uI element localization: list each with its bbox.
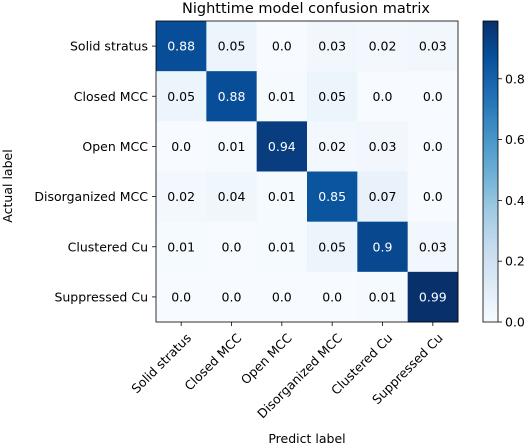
x-axis-label: Predict label [268, 431, 345, 446]
cell-value-label: 0.0 [171, 139, 191, 154]
plot-frame [155, 20, 459, 323]
cell-value-label: 0.01 [268, 189, 296, 204]
cell-value-label: 0.01 [218, 139, 246, 154]
cell-value-label: 0.07 [369, 189, 397, 204]
cell-value-label: 0.04 [218, 189, 246, 204]
heatmap-cell [307, 21, 358, 72]
cell-value-label: 0.05 [318, 89, 346, 104]
cell-value-label: 0.0 [423, 139, 443, 154]
heatmap-cell [407, 171, 459, 223]
cell-value-label: 0.02 [167, 189, 195, 204]
heatmap-cell [307, 271, 358, 323]
cell-value-label: 0.03 [419, 239, 447, 254]
cell-value-label: 0.03 [318, 39, 346, 54]
chart-title: Nighttime model confusion matrix [182, 1, 430, 17]
cell-value-label: 0.01 [369, 289, 397, 304]
heatmap-cell [307, 221, 358, 273]
cell-value-label: 0.94 [268, 139, 296, 154]
cell-value-label: 0.0 [373, 89, 393, 104]
heatmap-cell [357, 271, 409, 323]
cell-value-label: 0.0 [272, 289, 292, 304]
heatmap-cell [357, 21, 409, 72]
heatmap-cell [407, 221, 459, 273]
cell-value-label: 0.0 [423, 89, 443, 104]
cell-value-label: 0.0 [423, 189, 443, 204]
heatmap-cell [156, 121, 207, 172]
heatmap-cell [256, 171, 308, 223]
cell-value-label: 0.05 [218, 39, 246, 54]
heatmap-cell [357, 121, 409, 172]
heatmap-cell [206, 271, 258, 323]
cell-value-label: 0.88 [167, 39, 195, 54]
cell-value-label: 0.03 [369, 139, 397, 154]
heatmap-cell [156, 221, 207, 273]
y-tick-label: Closed MCC [74, 89, 148, 104]
cell-value-label: 0.0 [322, 289, 342, 304]
cell-value-label: 0.0 [171, 289, 191, 304]
cell-value-label: 0.05 [167, 89, 195, 104]
colorbar-tick-label: 0.0 [505, 315, 525, 330]
heatmap-cell [156, 71, 207, 122]
y-tick-label: Clustered Cu [68, 239, 148, 254]
heatmap-cell [307, 171, 358, 223]
cell-value-label: 0.02 [318, 139, 346, 154]
cell-value-label: 0.0 [272, 39, 292, 54]
heatmap-cell [407, 71, 459, 122]
colorbar-ticks: 0.0 0.2 0.4 0.6 0.8 [498, 71, 525, 330]
heatmap-cell [256, 71, 308, 122]
heatmap-cell [256, 221, 308, 273]
cell-value-label: 0.0 [222, 239, 242, 254]
heatmap-cells: 0.88 0.05 0.0 0.03 0.02 0.03 0.05 0.88 0.01 0.05 0… [156, 21, 459, 323]
cell-value-label: 0.02 [369, 39, 397, 54]
cell-value-label: 0.9 [373, 239, 393, 254]
colorbar-tick-label: 0.4 [505, 193, 525, 208]
heatmap-cell [206, 71, 258, 122]
y-axis-label: Actual label [0, 149, 15, 222]
y-tick-label: Suppressed Cu [54, 289, 148, 304]
heatmap-cell [357, 71, 409, 122]
cell-value-label: 0.01 [268, 239, 296, 254]
cell-value-label: 0.88 [218, 89, 246, 104]
x-tick-label: Disorganized MCC [254, 330, 345, 421]
y-tick-label: Disorganized MCC [34, 189, 148, 204]
heatmap-cell [206, 171, 258, 223]
cell-value-label: 0.01 [268, 89, 296, 104]
heatmap-cell [307, 71, 358, 122]
cell-value-label: 0.05 [318, 239, 346, 254]
cell-value-label: 0.03 [419, 39, 447, 54]
heatmap-cell [407, 21, 459, 72]
heatmap-cell [206, 221, 258, 273]
cell-value-label: 0.99 [419, 289, 447, 304]
colorbar-tick-label: 0.8 [505, 71, 525, 86]
heatmap-cell [156, 271, 207, 323]
heatmap-cell [407, 271, 459, 323]
colorbar-tick-label: 0.6 [505, 132, 525, 147]
cell-value-label: 0.85 [318, 189, 346, 204]
y-tick-label: Open MCC [82, 139, 148, 154]
heatmap-cell [206, 121, 258, 172]
y-axis-ticks: Solid stratus Closed MCC Open MCC Disorgani… [34, 39, 156, 304]
heatmap-cell [407, 121, 459, 172]
colorbar-tick-label: 0.2 [505, 254, 525, 269]
heatmap-cell [256, 271, 308, 323]
heatmap-cell [256, 21, 308, 72]
heatmap-cell [156, 21, 207, 72]
heatmap-cell [256, 121, 308, 172]
colorbar [482, 20, 499, 323]
cell-value-label: 0.01 [167, 239, 195, 254]
heatmap-cell [357, 171, 409, 223]
heatmap-cell [156, 171, 207, 223]
cell-value-label: 0.0 [222, 289, 242, 304]
heatmap-cell [307, 121, 358, 172]
heatmap-cell [357, 221, 409, 273]
heatmap-cell [206, 21, 258, 72]
y-tick-label: Solid stratus [70, 39, 148, 54]
